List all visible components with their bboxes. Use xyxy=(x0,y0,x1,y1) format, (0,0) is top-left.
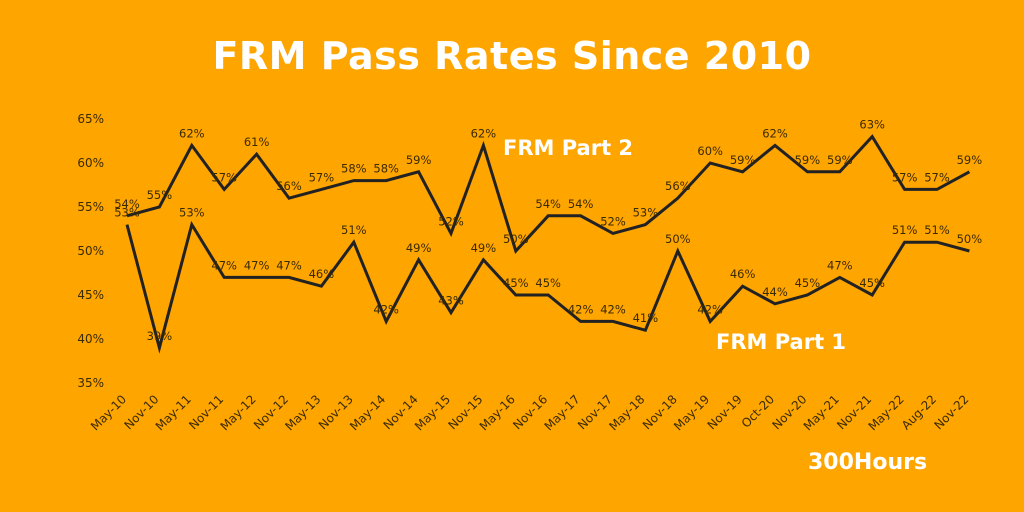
data-label-part2: 59% xyxy=(957,153,983,167)
x-tick-label: May-19 xyxy=(671,392,712,433)
data-label-part2: 54% xyxy=(114,197,140,211)
data-label-part2: 54% xyxy=(535,197,561,211)
data-label-part1: 44% xyxy=(762,285,788,299)
data-label-part2: 57% xyxy=(924,170,950,184)
y-tick-label: 60% xyxy=(77,156,104,170)
data-label-part1: 42% xyxy=(697,302,723,316)
x-tick-label: May-17 xyxy=(542,392,583,433)
y-axis: 35% 40% 45% 50% 55% 60% 65% xyxy=(77,112,104,390)
data-label-part1: 49% xyxy=(406,241,432,255)
data-label-part1: 53% xyxy=(114,206,140,220)
data-label-part2: 60% xyxy=(697,144,723,158)
series-label-part1: FRM Part 1 xyxy=(716,330,846,354)
data-label-part2: 57% xyxy=(892,170,918,184)
data-label-part2: 50% xyxy=(503,232,529,246)
data-label-part1: 39% xyxy=(147,329,173,343)
data-label-part2: 62% xyxy=(762,126,788,140)
data-label-part1: 51% xyxy=(924,223,950,237)
x-tick-label: Aug-22 xyxy=(899,392,939,432)
data-label-part1: 47% xyxy=(827,258,853,272)
brand-logo-text: 300Hours xyxy=(808,450,928,475)
data-label-part1: 51% xyxy=(341,223,367,237)
y-tick-label: 45% xyxy=(77,288,104,302)
data-label-part2: 58% xyxy=(341,162,367,176)
data-label-part2: 56% xyxy=(665,179,691,193)
data-label-part2: 58% xyxy=(373,162,399,176)
x-tick-label: May-16 xyxy=(477,392,518,433)
data-label-part1: 46% xyxy=(730,267,756,281)
data-label-part1: 45% xyxy=(535,276,561,290)
data-label-part2: 55% xyxy=(147,188,173,202)
x-axis: May-10Nov-10May-11Nov-11May-12Nov-12May-… xyxy=(88,392,972,433)
chart-title: FRM Pass Rates Since 2010 xyxy=(212,34,812,78)
x-tick-label: May-15 xyxy=(412,392,453,433)
series-line-part1 xyxy=(125,220,970,354)
series-line-part2 xyxy=(126,134,971,254)
data-label-part1: 47% xyxy=(276,258,302,272)
data-label-part1: 42% xyxy=(568,302,594,316)
data-label-part2: 53% xyxy=(633,206,659,220)
data-label-part2: 59% xyxy=(730,153,756,167)
data-label-part2: 54% xyxy=(568,197,594,211)
y-tick-label: 55% xyxy=(77,200,104,214)
data-label-part2: 62% xyxy=(179,126,205,140)
y-tick-label: 65% xyxy=(77,112,104,126)
x-tick-label: May-11 xyxy=(153,392,194,433)
x-tick-label: May-18 xyxy=(606,392,647,433)
series-label-part2: FRM Part 2 xyxy=(503,136,633,160)
y-tick-label: 40% xyxy=(77,332,104,346)
data-label-part2: 61% xyxy=(244,135,270,149)
data-label-part2: 59% xyxy=(406,153,432,167)
data-label-part2: 63% xyxy=(859,118,885,132)
series-lines xyxy=(125,134,971,354)
data-label-part1: 51% xyxy=(892,223,918,237)
data-label-part2: 62% xyxy=(471,126,497,140)
data-label-part1: 45% xyxy=(503,276,529,290)
data-label-part1: 50% xyxy=(957,232,983,246)
x-tick-label: May-10 xyxy=(88,392,129,433)
data-label-part1: 49% xyxy=(471,241,497,255)
data-label-part1: 42% xyxy=(373,302,399,316)
data-label-part1: 50% xyxy=(665,232,691,246)
y-tick-label: 50% xyxy=(77,244,104,258)
data-label-part2: 57% xyxy=(309,170,335,184)
data-label-part1: 43% xyxy=(438,294,464,308)
data-label-part2: 52% xyxy=(600,214,626,228)
data-label-part2: 59% xyxy=(827,153,853,167)
data-label-part1: 47% xyxy=(244,258,270,272)
x-tick-label: Nov-22 xyxy=(931,392,971,432)
data-label-part1: 47% xyxy=(211,258,237,272)
data-label-part2: 59% xyxy=(795,153,821,167)
data-label-part2: 56% xyxy=(276,179,302,193)
data-label-part1: 45% xyxy=(795,276,821,290)
x-tick-label: May-22 xyxy=(866,392,907,433)
data-label-part2: 57% xyxy=(211,170,237,184)
data-label-part2: 52% xyxy=(438,214,464,228)
data-label-part1: 41% xyxy=(633,311,659,325)
data-label-part1: 53% xyxy=(179,206,205,220)
x-tick-label: May-21 xyxy=(801,392,842,433)
x-tick-label: May-12 xyxy=(218,392,259,433)
data-label-part1: 46% xyxy=(309,267,335,281)
data-labels: 54% 55% 62% 57% 61% 56% 57% 58% 58% 59% 52% 62% 50% 5… xyxy=(114,118,982,343)
data-label-part1: 42% xyxy=(600,302,626,316)
data-label-part1: 45% xyxy=(859,276,885,290)
x-tick-label: May-14 xyxy=(347,392,388,433)
x-tick-label: Nov-19 xyxy=(705,392,745,432)
x-tick-label: May-13 xyxy=(282,392,323,433)
y-tick-label: 35% xyxy=(77,376,104,390)
